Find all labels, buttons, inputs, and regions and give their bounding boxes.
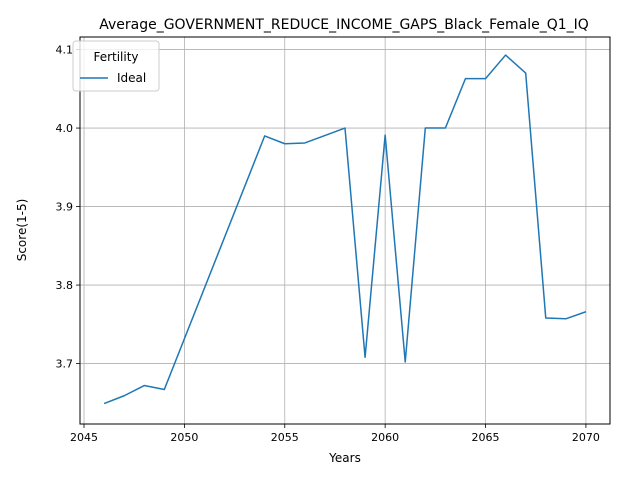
legend: Fertility Ideal [72, 40, 160, 92]
y-axis-ticks: 3.7 3.8 3.9 4.0 4.1 [56, 44, 80, 371]
x-tick-label: 2070 [572, 431, 600, 444]
x-tick-label: 2065 [472, 431, 500, 444]
x-tick-label: 2055 [271, 431, 299, 444]
chart-title: Average_GOVERNMENT_REDUCE_INCOME_GAPS_Bl… [99, 17, 589, 33]
x-tick-label: 2045 [70, 431, 98, 444]
y-tick-label: 3.8 [56, 279, 74, 292]
series-lines [103, 54, 587, 405]
y-tick-label: 4.0 [56, 122, 74, 135]
y-tick-label: 3.7 [56, 358, 74, 371]
x-tick-label: 2060 [371, 431, 399, 444]
legend-title: Fertility [93, 50, 138, 64]
y-tick-label: 3.9 [56, 201, 74, 214]
y-tick-label: 4.1 [56, 44, 74, 57]
plot-area-frame [79, 36, 611, 425]
x-tick-label: 2050 [170, 431, 198, 444]
y-axis-label: Score(1-5) [15, 199, 29, 262]
x-axis-ticks: 2045 2050 2055 2060 2065 2070 [70, 424, 600, 444]
x-axis-label: Years [328, 451, 361, 465]
legend-label-ideal: Ideal [117, 71, 146, 85]
series-line-ideal [103, 54, 587, 405]
